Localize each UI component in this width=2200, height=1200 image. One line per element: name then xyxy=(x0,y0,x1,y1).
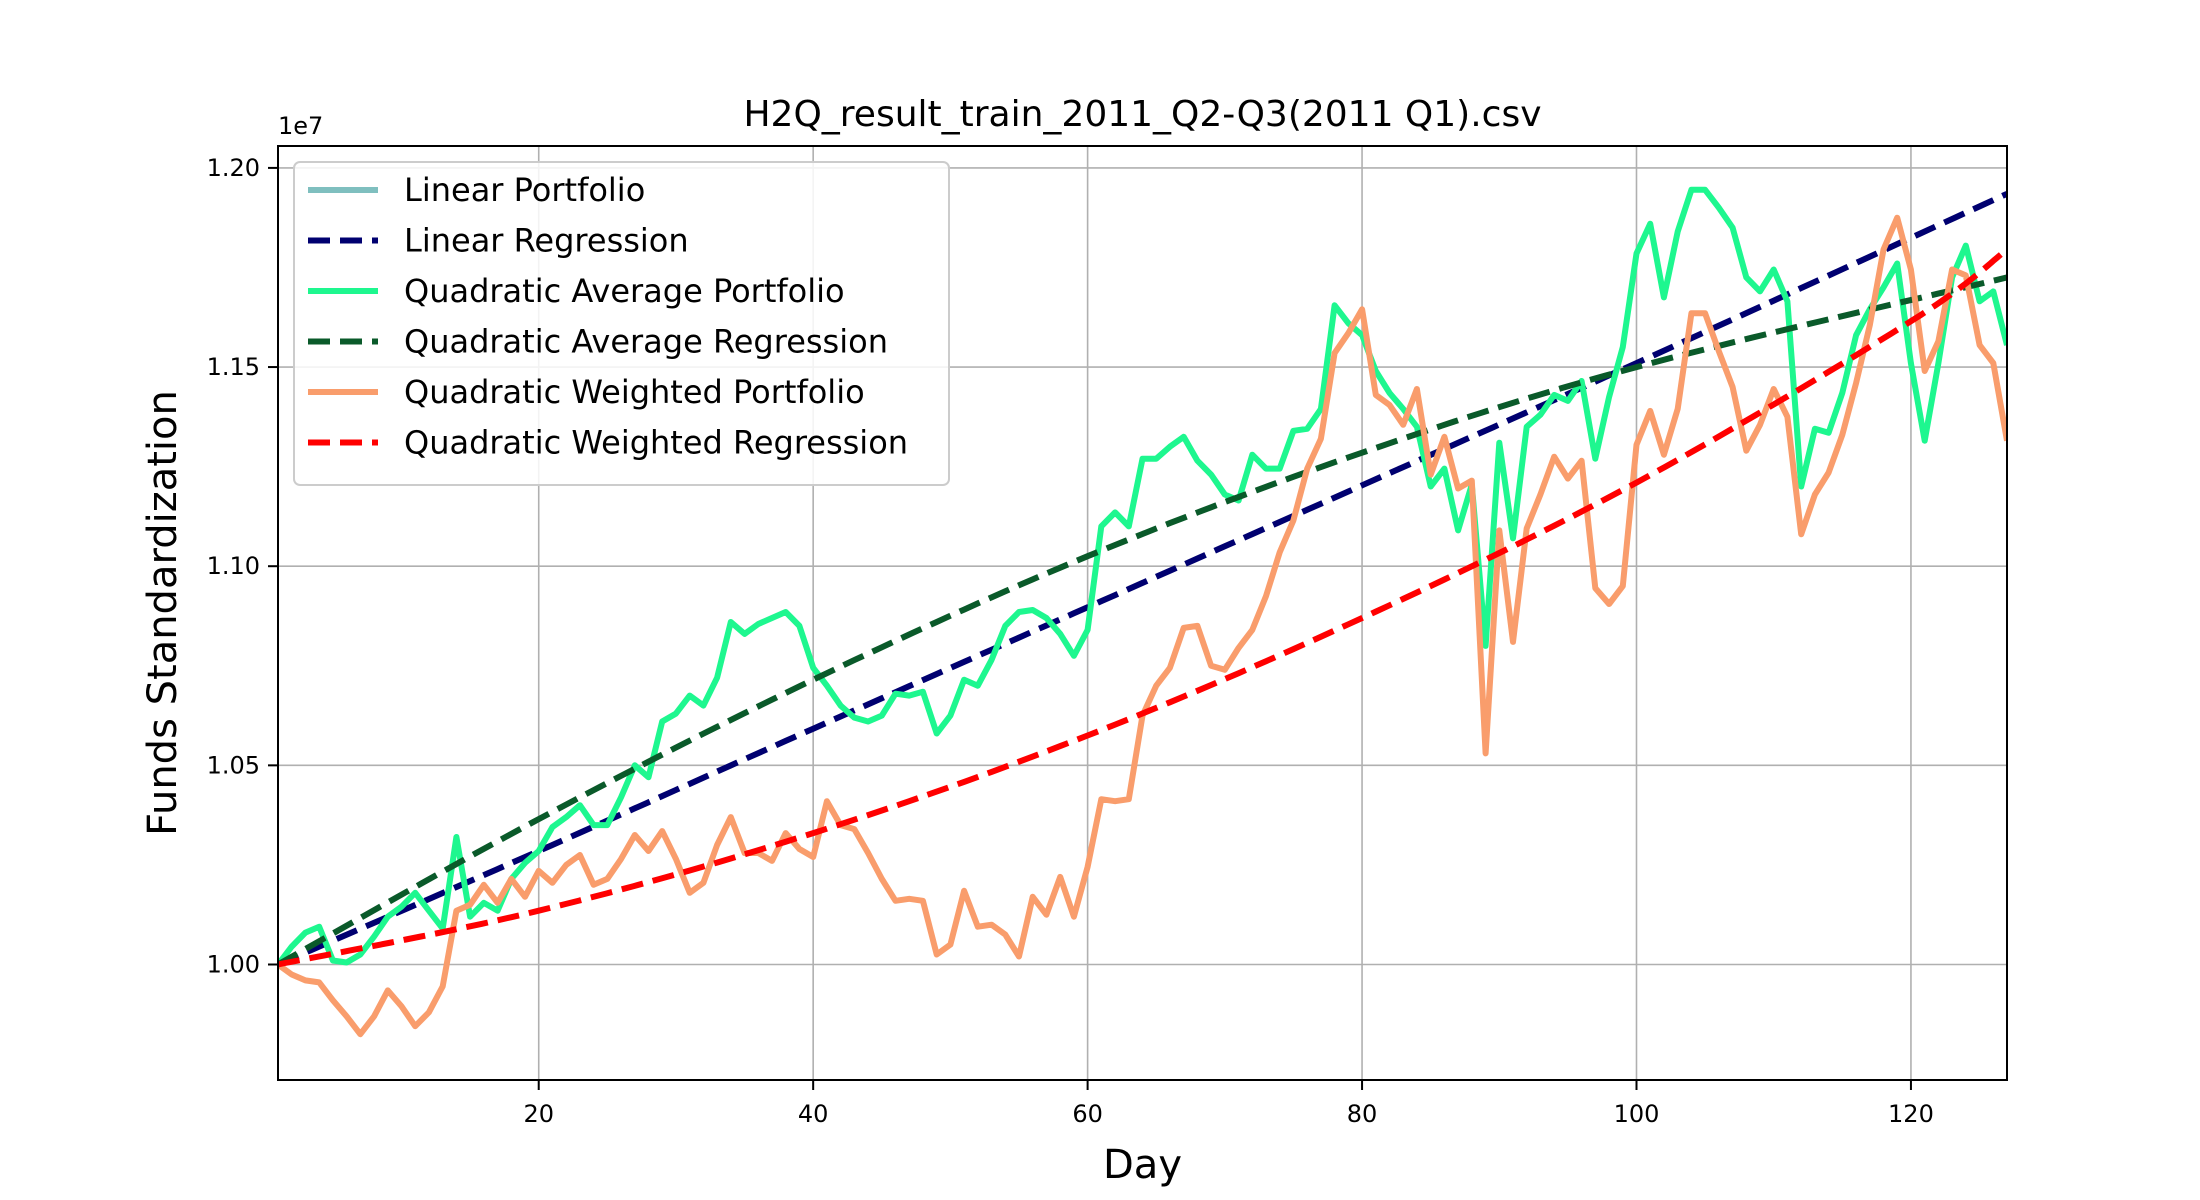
series-line-2 xyxy=(278,186,2007,967)
y-axis-title: Funds Standardization xyxy=(140,390,186,836)
legend-label: Quadratic Weighted Portfolio xyxy=(404,373,865,411)
y-tick-label: 1.00 xyxy=(207,950,260,978)
x-tick-label: 20 xyxy=(523,1100,554,1128)
x-tick-label: 60 xyxy=(1072,1100,1103,1128)
y-tick-label: 1.10 xyxy=(207,552,260,580)
y-offset-label: 1e7 xyxy=(278,112,323,140)
legend-label: Linear Portfolio xyxy=(404,171,645,209)
x-tick-label: 40 xyxy=(798,1100,829,1128)
chart-title: H2Q_result_train_2011_Q2-Q3(2011 Q1).csv xyxy=(743,94,1541,135)
legend-box xyxy=(293,161,950,486)
x-tick-label: 100 xyxy=(1614,1100,1660,1128)
x-axis: 20 40 60 80 100 120 xyxy=(523,1080,1934,1128)
legend: Linear Portfolio Linear Regression Quadrat… xyxy=(293,161,950,486)
legend-label: Linear Regression xyxy=(404,222,689,260)
x-axis-title: Day xyxy=(1103,1142,1182,1188)
x-tick-label: 80 xyxy=(1347,1100,1378,1128)
y-tick-label: 1.20 xyxy=(207,154,260,182)
series-line-3 xyxy=(278,274,2007,968)
legend-label: Quadratic Average Portfolio xyxy=(404,272,845,310)
x-tick-label: 120 xyxy=(1888,1100,1934,1128)
y-tick-label: 1.15 xyxy=(207,353,260,381)
y-axis: 1.00 1.05 1.10 1.15 1.20 xyxy=(207,154,278,978)
series-layer xyxy=(278,186,2007,1038)
legend-label: Quadratic Weighted Regression xyxy=(404,424,908,462)
y-tick-label: 1.05 xyxy=(207,751,260,779)
plot-frame xyxy=(277,145,2008,1081)
legend-label: Quadratic Average Regression xyxy=(404,323,888,361)
